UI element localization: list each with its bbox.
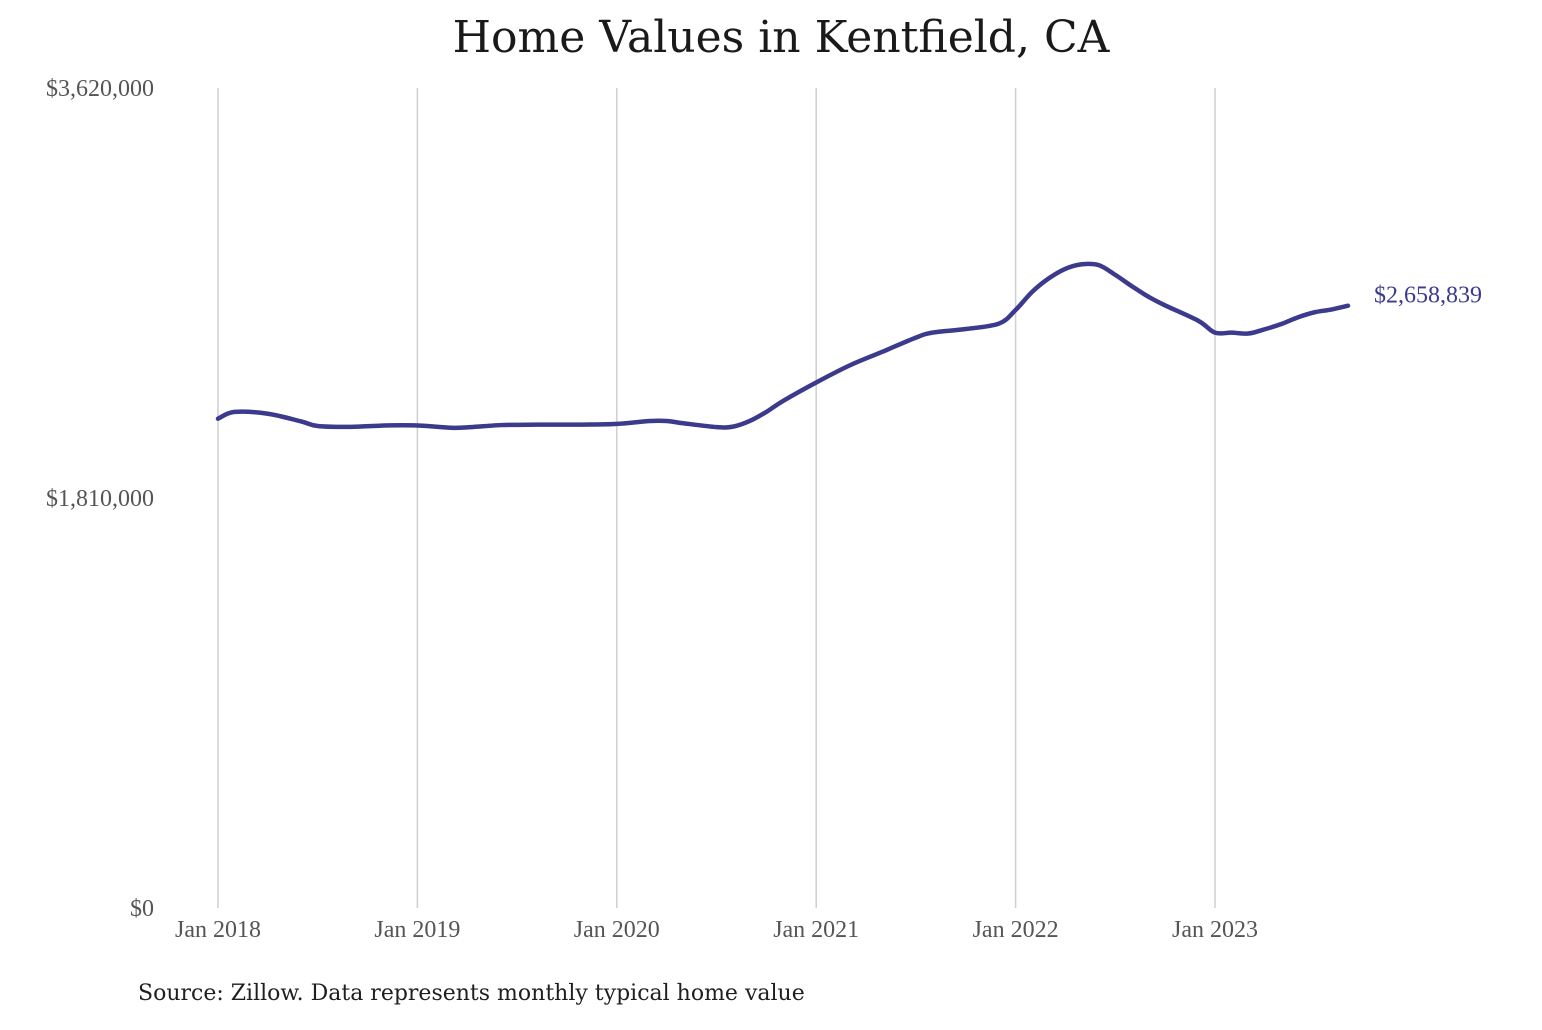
series-layer: $2,658,839 — [215, 261, 1482, 431]
x-tick-label: Jan 2023 — [1172, 917, 1258, 943]
gridlines — [217, 88, 1216, 908]
x-axis-ticks: Jan 2018 Jan 2019 Jan 2020 Jan 2021 Jan 2022… — [175, 917, 1258, 943]
x-tick-label: Jan 2020 — [574, 917, 660, 943]
series-line — [215, 261, 1351, 431]
x-tick-label: Jan 2018 — [175, 917, 261, 943]
y-tick-label: $3,620,000 — [46, 76, 154, 102]
x-tick-label: Jan 2021 — [773, 917, 859, 943]
series-end-label: $2,658,839 — [1374, 283, 1482, 309]
x-tick-label: Jan 2022 — [973, 917, 1059, 943]
x-tick-label: Jan 2019 — [374, 917, 460, 943]
y-tick-label: $1,810,000 — [46, 486, 154, 512]
y-axis-ticks: $0 $1,810,000 $3,620,000 — [46, 76, 154, 922]
source-note: Source: Zillow. Data represents monthly … — [138, 981, 805, 1006]
chart-title: Home Values in Kentfield, CA — [453, 12, 1111, 63]
y-tick-label: $0 — [130, 896, 154, 922]
